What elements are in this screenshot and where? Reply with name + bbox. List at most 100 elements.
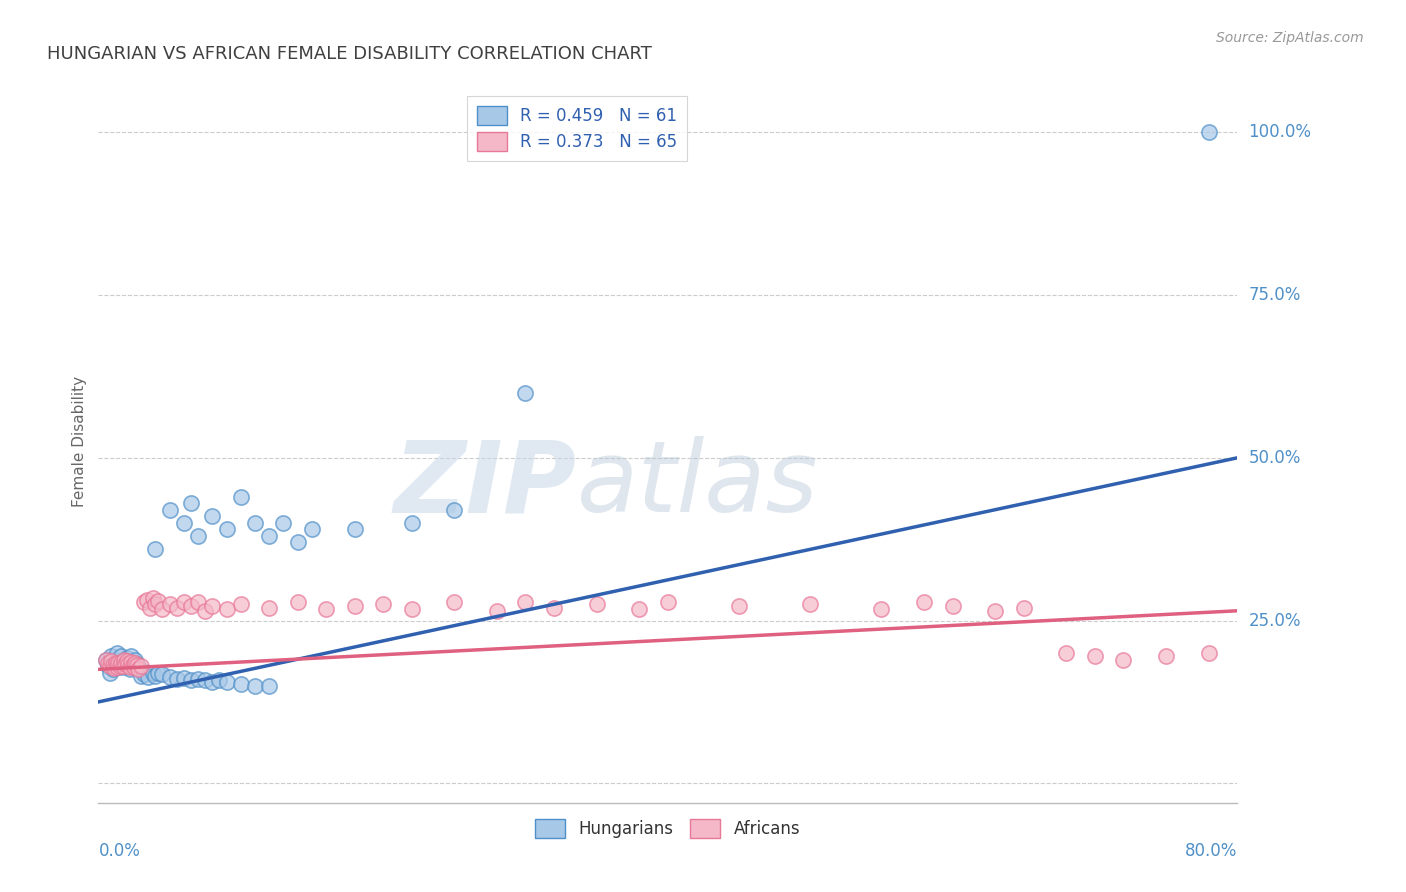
- Point: [173, 516, 195, 530]
- Point: [94, 652, 117, 666]
- Point: [657, 595, 679, 609]
- Point: [104, 656, 127, 670]
- Point: [131, 665, 153, 679]
- Point: [401, 602, 423, 616]
- Point: [135, 592, 157, 607]
- Text: 100.0%: 100.0%: [1249, 123, 1312, 141]
- Point: [585, 597, 607, 611]
- Point: [127, 662, 149, 676]
- Point: [201, 599, 224, 614]
- Point: [287, 595, 309, 609]
- Point: [111, 654, 134, 668]
- Point: [515, 385, 537, 400]
- Point: [273, 516, 295, 530]
- Point: [1084, 649, 1107, 664]
- Y-axis label: Female Disability: Female Disability: [72, 376, 87, 508]
- Point: [114, 657, 136, 672]
- Point: [132, 595, 155, 609]
- Point: [159, 597, 181, 611]
- Point: [166, 672, 188, 686]
- Point: [107, 656, 129, 670]
- Point: [103, 652, 125, 666]
- Point: [443, 595, 465, 609]
- Point: [243, 679, 266, 693]
- Point: [129, 659, 152, 673]
- Point: [215, 675, 238, 690]
- Text: 25.0%: 25.0%: [1249, 612, 1301, 630]
- Point: [159, 503, 181, 517]
- Point: [401, 516, 423, 530]
- Point: [984, 604, 1007, 618]
- Point: [443, 503, 465, 517]
- Point: [121, 657, 143, 672]
- Legend: Hungarians, Africans: Hungarians, Africans: [529, 813, 807, 845]
- Point: [159, 670, 181, 684]
- Point: [145, 669, 167, 683]
- Text: 75.0%: 75.0%: [1249, 286, 1301, 304]
- Point: [180, 599, 202, 614]
- Point: [136, 670, 159, 684]
- Point: [728, 599, 751, 614]
- Point: [229, 597, 252, 611]
- Point: [121, 656, 143, 670]
- Point: [104, 659, 127, 673]
- Point: [187, 672, 209, 686]
- Point: [1112, 652, 1135, 666]
- Point: [152, 667, 174, 681]
- Point: [515, 595, 537, 609]
- Point: [138, 600, 160, 615]
- Point: [101, 657, 124, 672]
- Point: [145, 541, 167, 556]
- Point: [101, 656, 124, 670]
- Point: [110, 649, 132, 664]
- Point: [115, 651, 138, 665]
- Point: [129, 669, 152, 683]
- Point: [201, 675, 224, 690]
- Point: [194, 673, 217, 688]
- Point: [343, 523, 366, 537]
- Point: [122, 660, 145, 674]
- Point: [97, 656, 120, 670]
- Point: [124, 652, 146, 666]
- Point: [215, 602, 238, 616]
- Point: [120, 649, 142, 664]
- Point: [122, 660, 145, 674]
- Point: [120, 655, 142, 669]
- Point: [114, 660, 136, 674]
- Point: [315, 602, 337, 616]
- Point: [543, 600, 565, 615]
- Point: [110, 656, 132, 670]
- Point: [148, 665, 170, 680]
- Point: [486, 604, 509, 618]
- Point: [208, 673, 231, 688]
- Text: 0.0%: 0.0%: [98, 842, 141, 860]
- Point: [1198, 646, 1220, 660]
- Point: [108, 660, 131, 674]
- Point: [148, 594, 170, 608]
- Point: [243, 516, 266, 530]
- Point: [194, 604, 217, 618]
- Point: [118, 662, 141, 676]
- Point: [115, 654, 138, 668]
- Point: [125, 658, 148, 673]
- Point: [628, 602, 651, 616]
- Point: [870, 602, 893, 616]
- Point: [107, 657, 129, 672]
- Point: [180, 673, 202, 688]
- Point: [117, 657, 139, 672]
- Point: [301, 523, 323, 537]
- Text: ZIP: ZIP: [394, 436, 576, 533]
- Point: [180, 496, 202, 510]
- Point: [108, 659, 131, 673]
- Point: [166, 600, 188, 615]
- Point: [124, 656, 146, 670]
- Point: [942, 599, 965, 614]
- Point: [97, 659, 120, 673]
- Point: [343, 599, 366, 614]
- Point: [105, 659, 128, 673]
- Point: [373, 597, 395, 611]
- Point: [101, 662, 124, 676]
- Point: [132, 667, 155, 681]
- Point: [259, 529, 281, 543]
- Point: [1198, 125, 1220, 139]
